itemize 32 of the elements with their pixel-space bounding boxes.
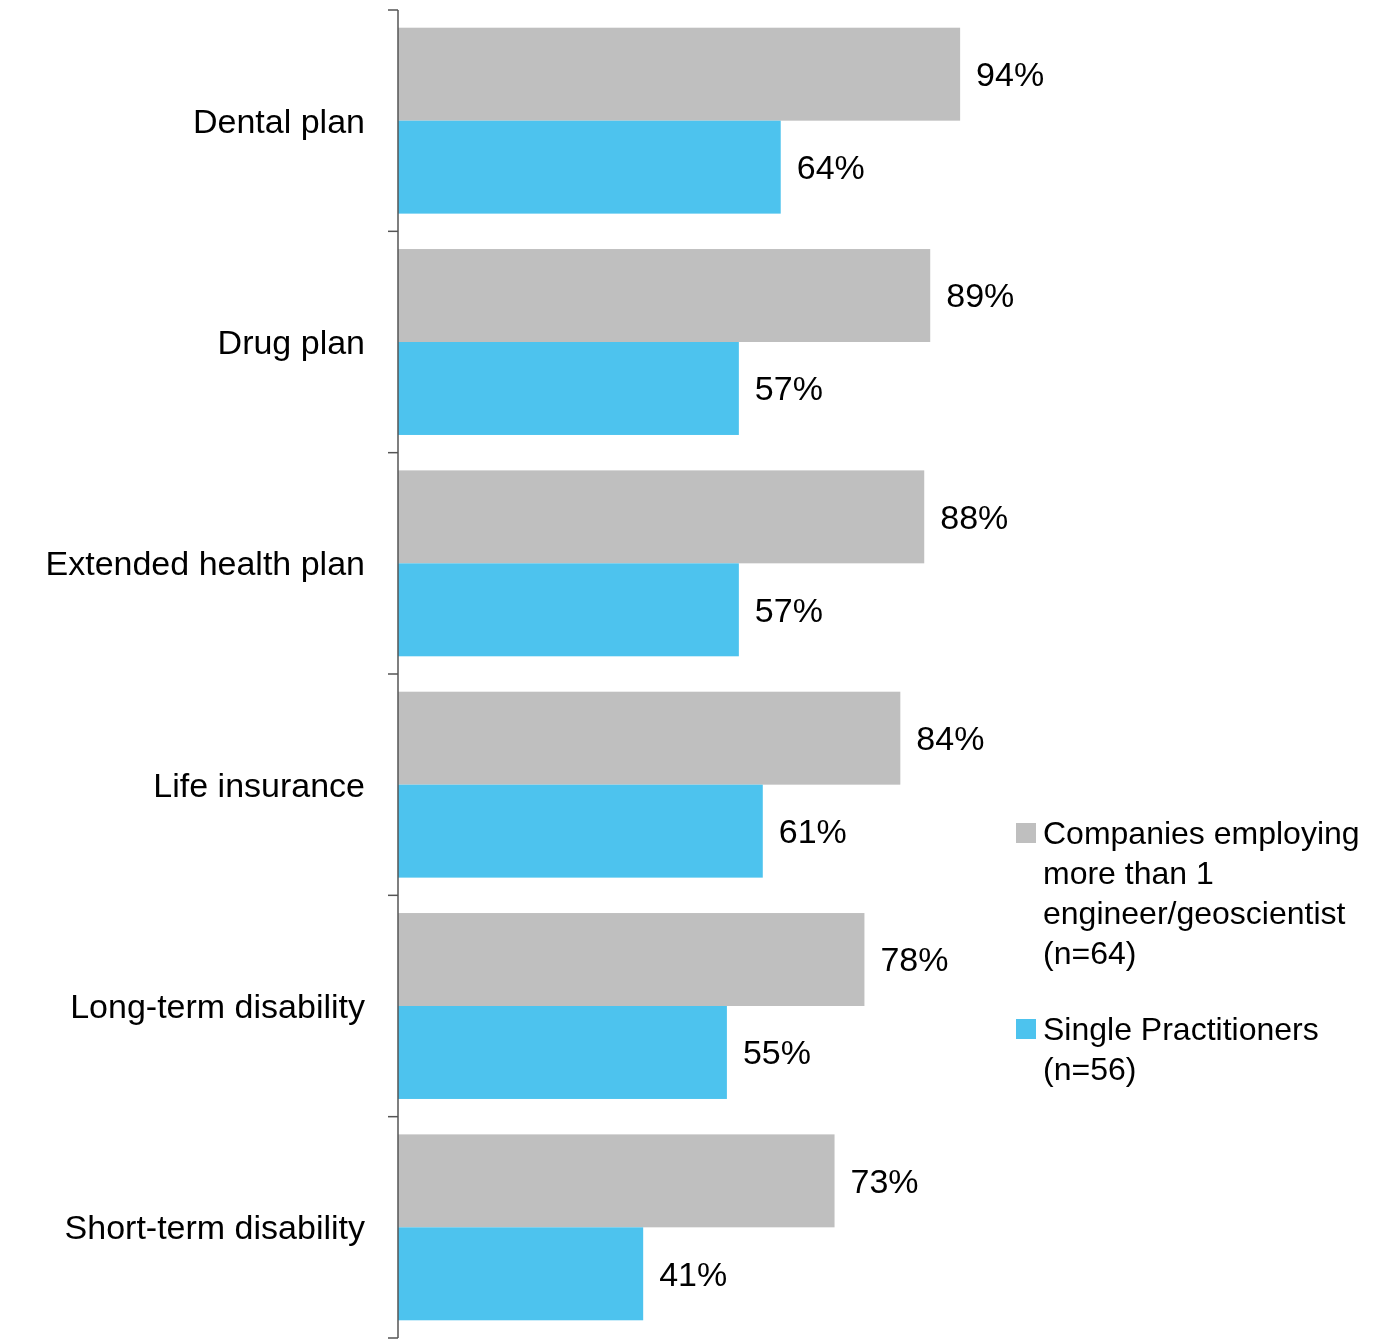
y-tick-label: Short-term disability [64,1208,365,1247]
data-label: 64% [796,148,865,187]
bar [398,120,781,214]
bar [398,563,739,657]
bar [398,784,763,878]
data-label: 61% [778,812,847,851]
data-label: 55% [742,1033,811,1072]
legend-label: Single Practitioners (n=56) [1043,1011,1319,1088]
y-tick-label: Life insurance [153,765,365,804]
bar [398,249,931,342]
bar [398,1227,644,1321]
data-label: 57% [754,590,823,629]
bar [398,1006,727,1099]
data-label: 78% [880,940,949,979]
data-label: 88% [940,497,1009,536]
bar [398,691,901,785]
y-tick-label: Dental plan [192,101,365,140]
y-tick-label: Drug plan [217,322,365,361]
bar [398,342,739,435]
y-tick-label: Extended health plan [45,544,365,583]
data-label: 41% [659,1254,728,1293]
y-tick-label: Long-term disability [70,986,365,1025]
data-label: 57% [754,369,823,408]
bar [398,1134,835,1228]
data-label: 73% [850,1161,919,1200]
bar [398,27,961,121]
bar [398,913,865,1006]
data-label: 84% [916,719,985,758]
legend-label: Companies employing more than 1 engineer/geoscientist (n=64) [1043,815,1360,972]
data-label: 94% [976,55,1045,94]
bar [398,470,925,564]
data-label: 89% [946,276,1015,315]
